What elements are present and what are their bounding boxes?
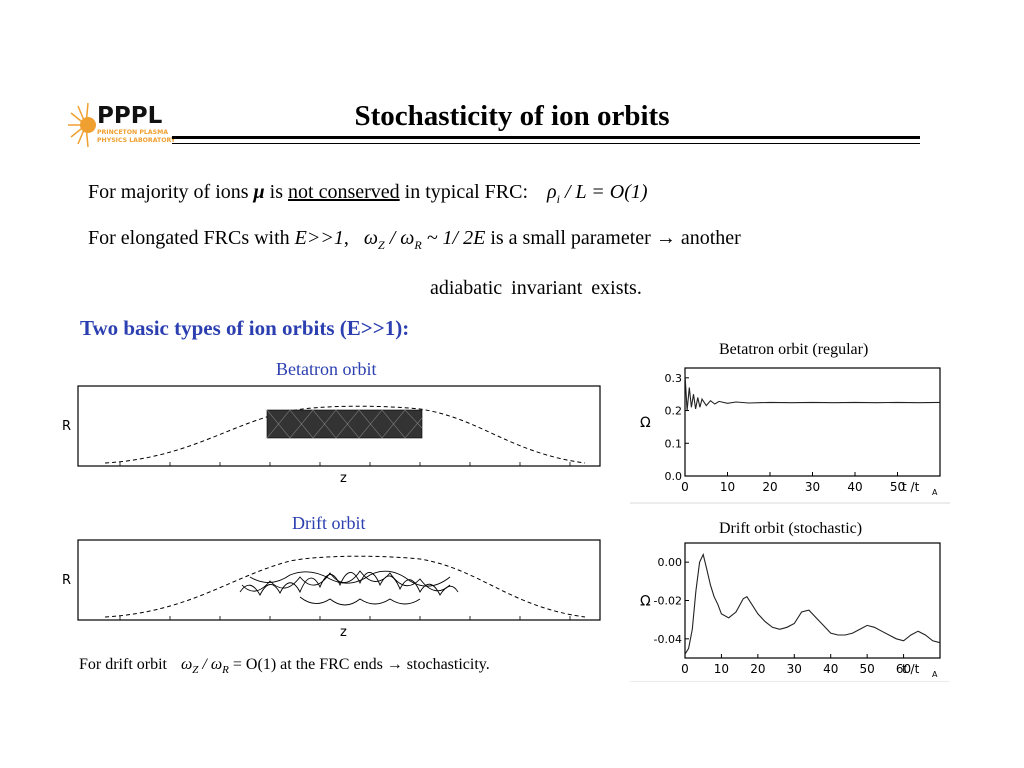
pppl-logo: PPPL PRINCETON PLASMA PHYSICS LABORATORY [66,98,176,153]
x-tick-label: 30 [787,662,802,676]
x-tick-label: 50 [890,480,905,494]
x-axis-label: t /t [902,480,920,494]
logo-line2: PHYSICS LABORATORY [97,137,176,144]
text: is [264,181,289,203]
logo-name: PPPL [97,103,163,129]
title-rule-thin [172,143,920,144]
y-tick-label: -0.02 [654,595,682,608]
x-axis-label-sub: A [932,670,938,679]
drift-orbit-figure: R z [60,537,605,647]
y-tick-label: 0.2 [665,405,683,418]
x-axis-label: t /t [902,662,920,676]
text: in typical FRC: [399,181,528,203]
chart1-title: Betatron orbit (regular) [719,341,869,358]
x-tick-label: 60 [896,662,911,676]
y-tick-label: 0.00 [658,556,683,569]
x-tick-label: 20 [750,662,765,676]
rho-eq: ρi / L = O(1) [547,181,648,206]
omega-ratio-eq: ωZ / ωR ~ 1/ 2E [363,227,486,252]
series-line [684,374,941,411]
not-conserved-text: not conserved [288,181,400,203]
e-condition: E>>1 [294,227,344,249]
slide-title: Stochasticity of ion orbits [354,100,670,132]
sun-burst-icon: PPPL PRINCETON PLASMA PHYSICS LABORATORY [68,102,176,148]
text: For elongated FRCs with [88,227,295,249]
y-tick-label: 0.3 [665,372,683,385]
plot-frame [684,367,941,477]
section-heading: Two basic types of ion orbits (E>>1): [80,316,410,340]
x-tick-label: 20 [762,480,777,494]
text: is a small parameter → another [485,227,741,249]
betatron-orbit-label: Betatron orbit [276,359,377,379]
text: For majority of ions [88,181,254,203]
x-tick-label: 30 [805,480,820,494]
y-tick-label: 0.1 [665,437,683,450]
y-tick-label: -0.04 [654,633,682,646]
x-axis-label-sub: A [932,488,938,497]
title-rule [172,136,920,139]
adiabatic-invariant-text: adiabatic invariant exists. [430,277,642,299]
logo-line1: PRINCETON PLASMA [97,129,168,136]
x-tick-label: 10 [720,480,735,494]
x-tick-label: 40 [847,480,862,494]
axis-r-label: R [62,573,71,588]
axis-z-label: z [340,471,347,486]
chart2-title: Drift orbit (stochastic) [719,520,863,537]
drift-orbit-label: Drift orbit [292,513,366,533]
y-axis-label: Ω [640,415,651,431]
x-tick-label: 0 [681,662,689,676]
series-line [684,552,941,655]
x-tick-label: 40 [823,662,838,676]
y-axis-label: Ω [640,594,651,610]
x-tick-label: 0 [681,480,689,494]
axis-r-label: R [62,419,71,434]
mu-symbol: μ [253,181,265,203]
x-tick-label: 10 [714,662,729,676]
statement-elongated-frc: For elongated FRCs with E>>1, ωZ / ωR ~ … [88,227,741,252]
statement-mu-not-conserved: For majority of ions μ is not conserved … [88,181,648,207]
drift-orbit-note: For drift orbit ωZ / ωR = O(1) at the FR… [79,656,490,677]
axis-z-label: z [340,625,347,640]
x-tick-label: 50 [860,662,875,676]
omega-ratio-eq-note: ωZ / ωR [181,656,229,677]
betatron-orbit-figure: R z [60,383,605,493]
y-tick-label: 0.0 [665,470,683,483]
